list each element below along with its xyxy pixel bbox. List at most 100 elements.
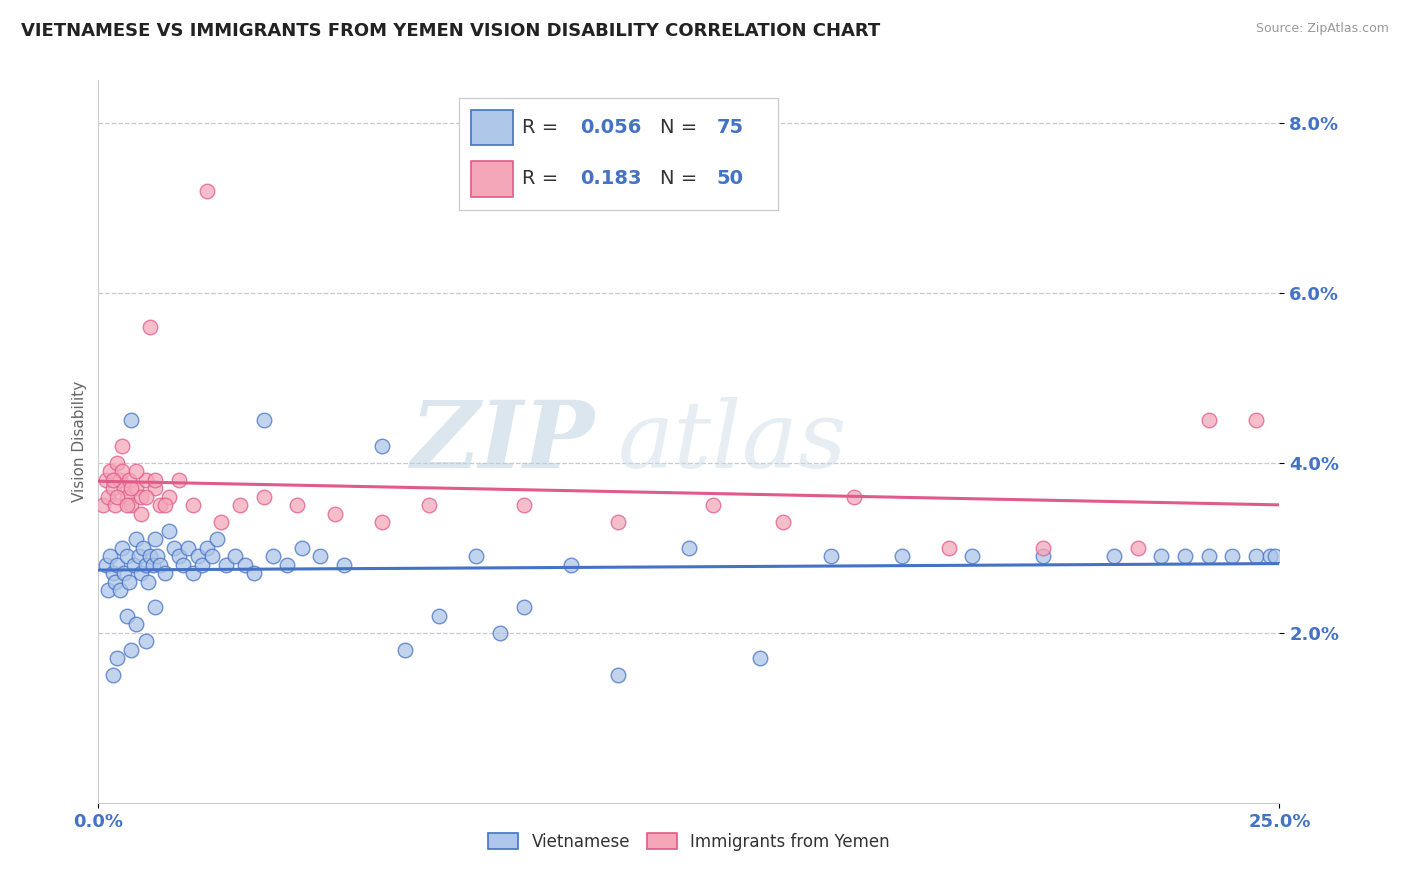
Point — [101, 566, 124, 581]
Point — [489, 625, 512, 640]
Point — [153, 498, 176, 512]
Point — [418, 498, 440, 512]
Point — [146, 549, 169, 564]
Point — [125, 481, 148, 495]
Point — [172, 558, 194, 572]
Y-axis label: Vision Disability: Vision Disability — [72, 381, 87, 502]
Point — [101, 473, 124, 487]
Point — [128, 549, 150, 564]
Point — [262, 549, 284, 564]
Point — [187, 549, 209, 564]
Point — [135, 634, 157, 648]
Point — [121, 642, 143, 657]
Point — [560, 558, 582, 572]
Point — [309, 549, 332, 564]
Point — [233, 558, 256, 572]
Point — [512, 600, 534, 615]
Point — [427, 608, 450, 623]
Point — [98, 464, 121, 478]
Point — [253, 413, 276, 427]
Point — [465, 549, 488, 564]
Point — [112, 566, 135, 581]
Point — [167, 549, 190, 564]
Point — [702, 498, 724, 512]
Point — [105, 651, 128, 665]
Point — [1126, 541, 1149, 555]
Point — [1174, 549, 1197, 564]
Point — [195, 184, 218, 198]
Point — [962, 549, 984, 564]
Point — [1198, 413, 1220, 427]
Point — [135, 558, 157, 572]
Point — [607, 516, 630, 530]
Legend: Vietnamese, Immigrants from Yemen: Vietnamese, Immigrants from Yemen — [479, 825, 898, 860]
Point — [167, 473, 190, 487]
Point — [772, 516, 794, 530]
Point — [97, 583, 120, 598]
Point — [1244, 549, 1267, 564]
Point — [224, 549, 246, 564]
Point — [607, 668, 630, 682]
Point — [129, 507, 152, 521]
Point — [129, 490, 152, 504]
Point — [1032, 541, 1054, 555]
Point — [201, 549, 224, 564]
Point — [253, 490, 276, 504]
Point — [1244, 413, 1267, 427]
Point — [290, 541, 312, 555]
Point — [101, 668, 124, 682]
Point — [143, 533, 166, 547]
Point — [177, 541, 200, 555]
Point — [1220, 549, 1243, 564]
Point — [125, 464, 148, 478]
Point — [142, 558, 165, 572]
Point — [820, 549, 842, 564]
Point — [105, 558, 128, 572]
Point — [276, 558, 298, 572]
Point — [125, 617, 148, 632]
Point — [143, 481, 166, 495]
Point — [163, 541, 186, 555]
Point — [748, 651, 770, 665]
Point — [285, 498, 308, 512]
Point — [121, 481, 143, 495]
Point — [1032, 549, 1054, 564]
Point — [139, 549, 162, 564]
Point — [135, 490, 157, 504]
Point — [153, 566, 176, 581]
Point — [512, 498, 534, 512]
Point — [121, 498, 143, 512]
Point — [209, 516, 232, 530]
Point — [1264, 549, 1286, 564]
Point — [91, 498, 114, 512]
Point — [115, 490, 138, 504]
Point — [98, 549, 121, 564]
Point — [844, 490, 866, 504]
Point — [215, 558, 238, 572]
Point — [181, 498, 204, 512]
Point — [104, 574, 127, 589]
Point — [229, 498, 252, 512]
Point — [1150, 549, 1173, 564]
Point — [111, 439, 134, 453]
Point — [1258, 549, 1281, 564]
Text: VIETNAMESE VS IMMIGRANTS FROM YEMEN VISION DISABILITY CORRELATION CHART: VIETNAMESE VS IMMIGRANTS FROM YEMEN VISI… — [21, 22, 880, 40]
Point — [205, 533, 228, 547]
Point — [181, 566, 204, 581]
Point — [101, 481, 124, 495]
Point — [94, 473, 117, 487]
Point — [112, 481, 135, 495]
Point — [108, 473, 131, 487]
Point — [105, 456, 128, 470]
Point — [115, 608, 138, 623]
Point — [323, 507, 346, 521]
Point — [136, 574, 159, 589]
Point — [191, 558, 214, 572]
Point — [122, 558, 145, 572]
Point — [195, 541, 218, 555]
Point — [938, 541, 960, 555]
Point — [139, 319, 162, 334]
Point — [890, 549, 912, 564]
Point — [135, 473, 157, 487]
Point — [125, 533, 148, 547]
